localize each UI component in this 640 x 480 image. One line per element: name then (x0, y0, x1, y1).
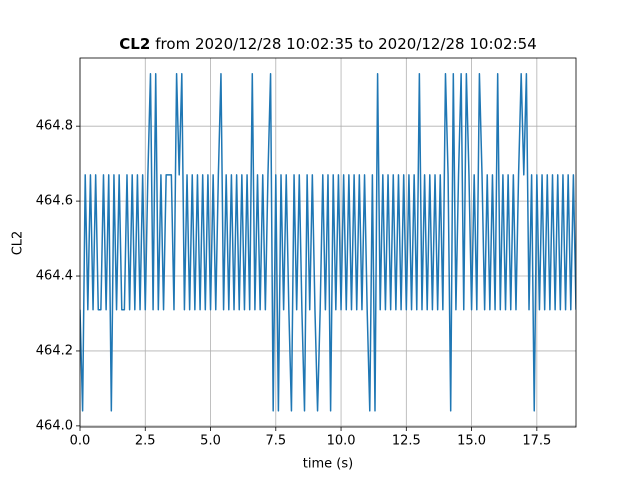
data-line (80, 72, 576, 412)
title-range: from 2020/12/28 10:02:35 to 2020/12/28 1… (155, 35, 536, 53)
x-tick-label: 7.5 (265, 434, 286, 449)
y-tick-label: 464.8 (36, 119, 73, 134)
x-tick-label: 12.5 (392, 434, 421, 449)
x-tick-label: 15.0 (457, 434, 486, 449)
x-tick-label: 2.5 (135, 434, 156, 449)
plot-frame (79, 57, 577, 428)
y-axis-label: CL2 (11, 231, 26, 256)
y-tick-label: 464.6 (36, 194, 73, 209)
x-tick-label: 0.0 (70, 434, 91, 449)
y-tick-label: 464.4 (36, 269, 73, 284)
y-tick-label: 464.2 (36, 343, 73, 358)
x-tick-label: 17.5 (522, 434, 551, 449)
title-name: CL2 (119, 35, 150, 53)
x-axis-label: time (s) (303, 457, 353, 472)
chart-title: CL2 from 2020/12/28 10:02:35 to 2020/12/2… (119, 35, 536, 53)
x-tick-label: 10.0 (327, 434, 356, 449)
y-tick-label: 464.0 (36, 418, 73, 433)
x-tick-label: 5.0 (200, 434, 221, 449)
